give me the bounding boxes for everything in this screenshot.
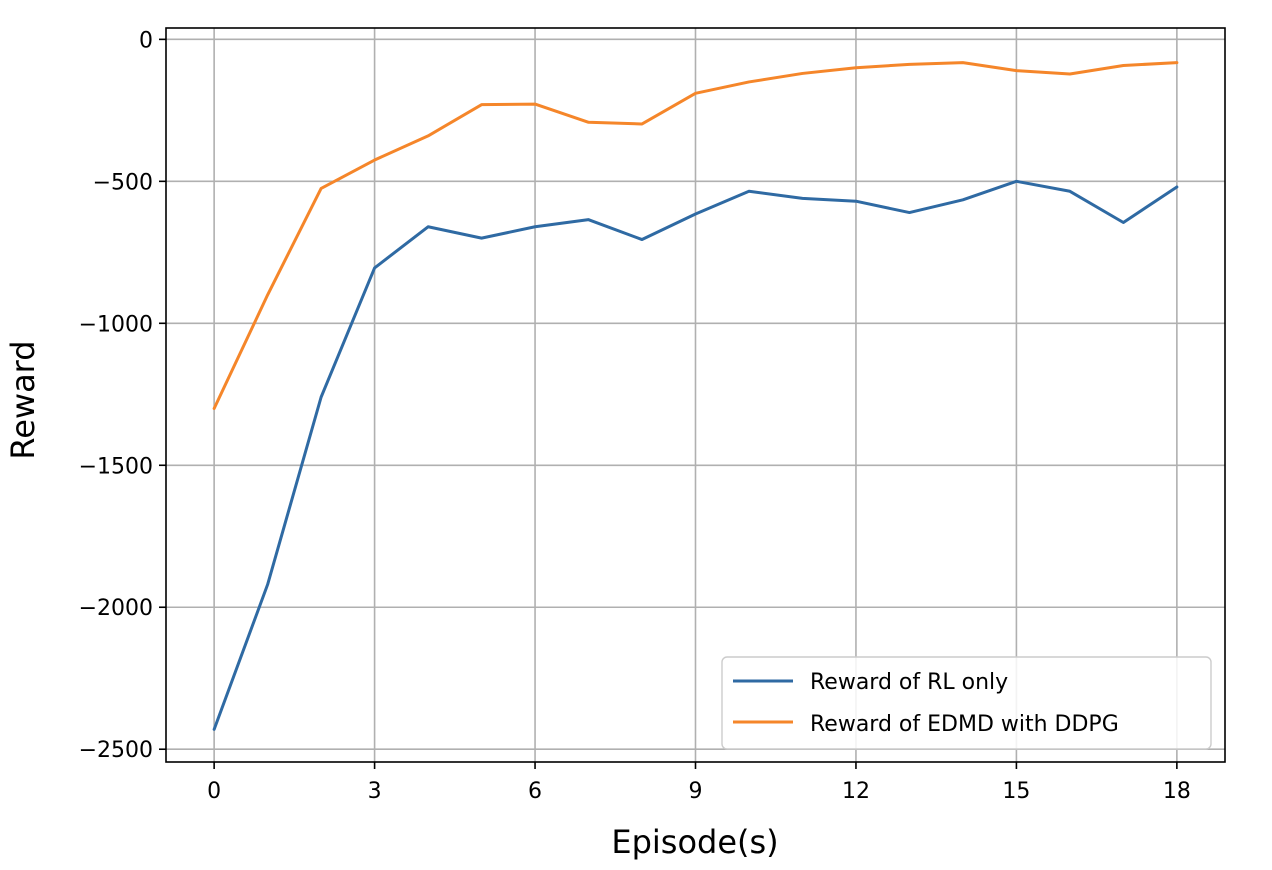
x-tick-label: 0 bbox=[207, 779, 221, 804]
y-tick-label: −2000 bbox=[79, 596, 153, 621]
y-tick-label: 0 bbox=[139, 28, 153, 53]
y-axis-title: Reward bbox=[4, 340, 42, 459]
x-tick-label: 18 bbox=[1163, 779, 1191, 804]
series-line-rl-only bbox=[212, 179, 1179, 731]
x-tick-label: 9 bbox=[689, 779, 703, 804]
y-tick-label: −1000 bbox=[79, 312, 153, 337]
legend-box bbox=[721, 656, 1212, 750]
tick-labels: 0 3 6 9 12 15 18 0 −500 −1000 −1500 −2000 −2500 bbox=[79, 28, 1191, 804]
legend: Reward of RL only Reward of EDMD with DD… bbox=[721, 656, 1212, 750]
grid bbox=[166, 28, 1225, 762]
x-tick-label: 3 bbox=[368, 779, 382, 804]
series-line-edmd-ddpg bbox=[212, 61, 1179, 410]
x-tick-label: 6 bbox=[528, 779, 542, 804]
y-tick-label: −500 bbox=[93, 170, 153, 195]
y-tick-label: −1500 bbox=[79, 454, 153, 479]
series-lines bbox=[212, 61, 1179, 731]
x-axis-title: Episode(s) bbox=[611, 823, 778, 861]
legend-label-rl-only: Reward of RL only bbox=[810, 670, 1008, 695]
x-tick-label: 12 bbox=[842, 779, 870, 804]
axis-ticks bbox=[159, 38, 1178, 769]
x-tick-label: 15 bbox=[1002, 779, 1030, 804]
y-tick-label: −2500 bbox=[79, 738, 153, 763]
legend-label-edmd-ddpg: Reward of EDMD with DDPG bbox=[810, 712, 1119, 737]
